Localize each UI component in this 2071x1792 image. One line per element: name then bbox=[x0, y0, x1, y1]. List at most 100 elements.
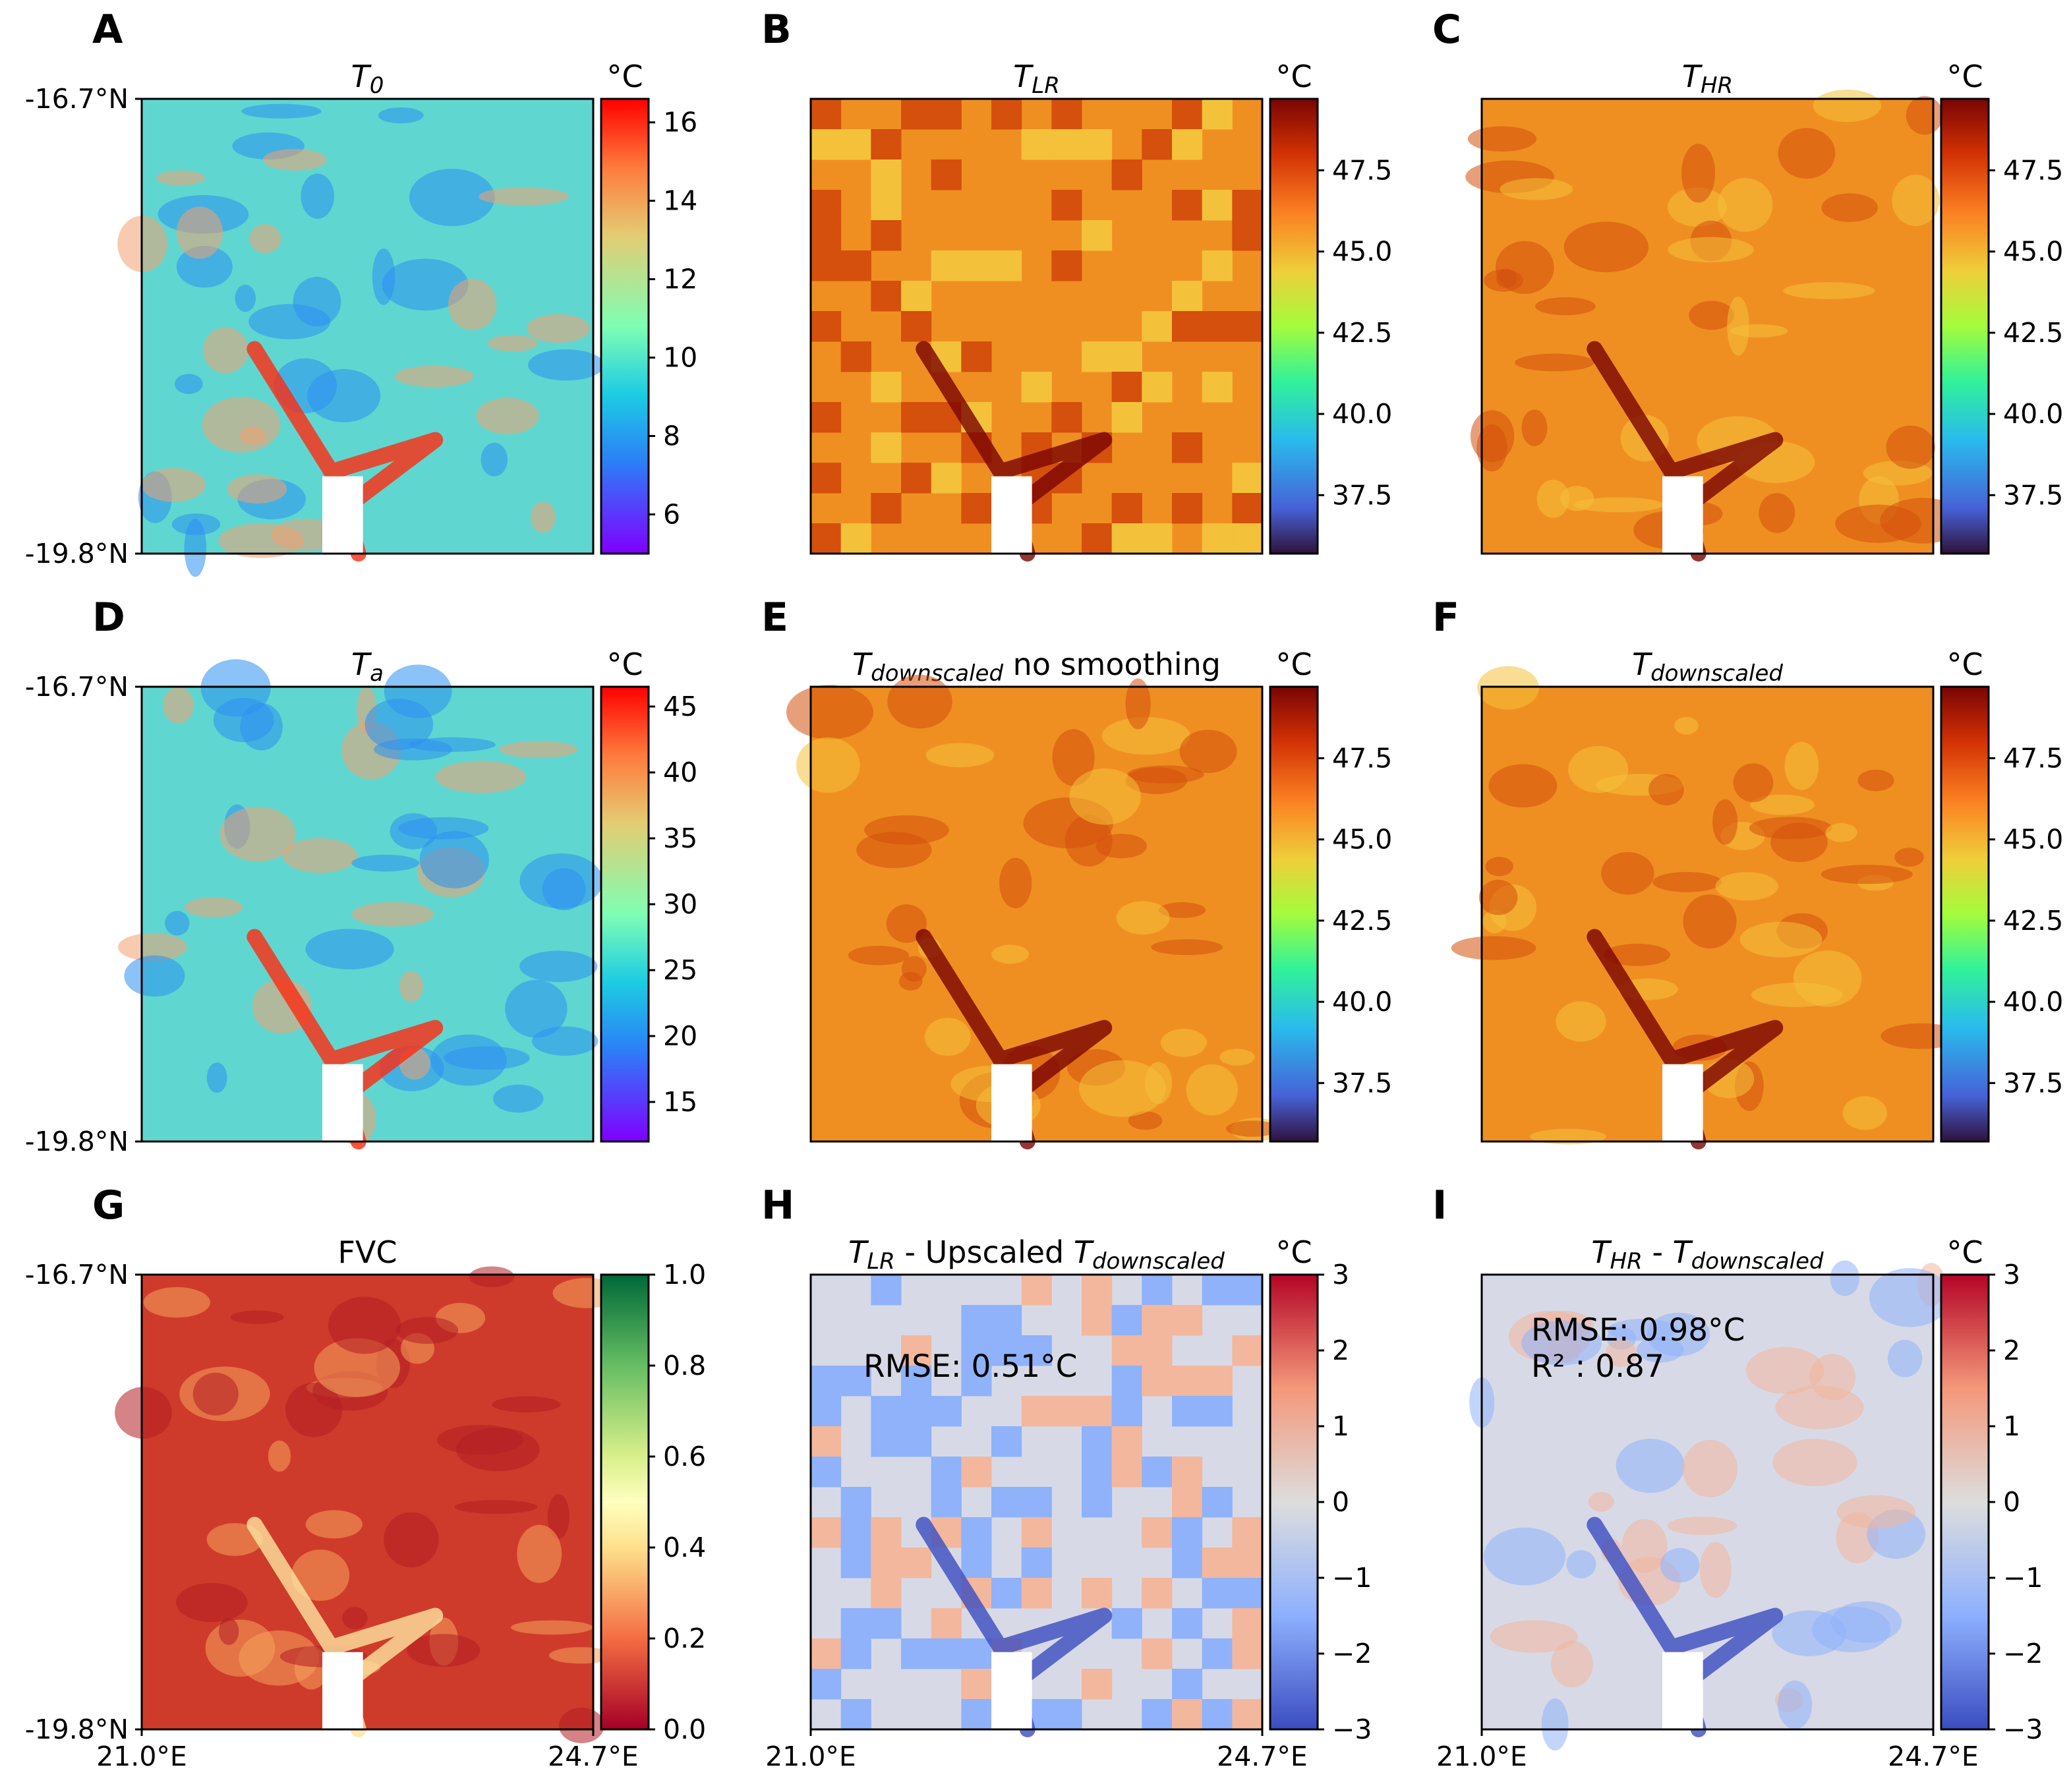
map-cell bbox=[871, 432, 902, 463]
map-cell bbox=[931, 99, 962, 130]
map-cell bbox=[1232, 220, 1263, 251]
map-blotch bbox=[991, 944, 1030, 964]
map-cell bbox=[1232, 1699, 1263, 1730]
title-subscript: LR bbox=[1032, 72, 1060, 99]
map-cell bbox=[1202, 1366, 1233, 1397]
map-blotch bbox=[1484, 1527, 1566, 1586]
map-cell bbox=[1111, 1366, 1142, 1397]
map-cell bbox=[991, 99, 1022, 130]
map-blotch bbox=[547, 1493, 569, 1540]
colorbar-tick-label: 37.5 bbox=[1332, 479, 1392, 511]
map-cell bbox=[1172, 1669, 1203, 1700]
title-main: FVC bbox=[337, 1234, 397, 1270]
map-cell bbox=[1111, 1335, 1142, 1366]
map-blotch bbox=[205, 1619, 276, 1677]
map-cell bbox=[840, 1638, 871, 1669]
map-blotch bbox=[174, 374, 203, 394]
colorbar-tick-label: 45.0 bbox=[1332, 236, 1392, 268]
map-frame bbox=[140, 685, 595, 1143]
map-blotch bbox=[1894, 848, 1924, 867]
map-cell bbox=[1142, 311, 1173, 342]
map-blotch bbox=[430, 1034, 507, 1086]
map-cell bbox=[1142, 1638, 1173, 1669]
map-cell bbox=[1232, 1547, 1263, 1578]
map-blotch bbox=[1151, 939, 1223, 956]
map-cell bbox=[1142, 1275, 1173, 1306]
map-blotch bbox=[1476, 424, 1507, 472]
map-blotch bbox=[124, 955, 185, 997]
y-tick-label: -16.7°N bbox=[25, 83, 129, 115]
title-subscript: HR bbox=[1701, 72, 1733, 99]
map-cell bbox=[1232, 463, 1263, 494]
map-cell bbox=[961, 1669, 992, 1700]
colorbar-tick-label: 42.5 bbox=[2003, 905, 2063, 937]
map-blotch bbox=[365, 699, 434, 751]
colorbar bbox=[1269, 1273, 1319, 1731]
title-subscript: LR bbox=[867, 1248, 895, 1275]
map-cell bbox=[811, 1366, 842, 1397]
colorbar-tick-label: 25 bbox=[663, 954, 697, 986]
map-cell bbox=[1051, 190, 1082, 221]
map-cell bbox=[1111, 402, 1142, 433]
colorbar-tick-label: 47.5 bbox=[2003, 154, 2063, 186]
map-cell bbox=[1142, 129, 1173, 160]
map-cell bbox=[811, 220, 842, 251]
map-cell bbox=[1172, 129, 1203, 160]
title-subscript: a bbox=[370, 660, 384, 687]
map-cell bbox=[1082, 129, 1113, 160]
map-cell bbox=[991, 1335, 1022, 1366]
map-cell bbox=[901, 402, 932, 433]
colorbar bbox=[600, 98, 650, 555]
map-blotch bbox=[219, 1617, 239, 1645]
map-cell bbox=[871, 1275, 902, 1306]
title-main: T bbox=[852, 647, 873, 682]
map-cell bbox=[1232, 1638, 1263, 1669]
map-blotch bbox=[1521, 409, 1548, 446]
map-cell bbox=[871, 1517, 902, 1548]
map-cell bbox=[811, 463, 842, 494]
map-cell bbox=[811, 402, 842, 433]
map-blotch bbox=[999, 857, 1032, 909]
map-blotch bbox=[378, 107, 424, 124]
map-blotch bbox=[1869, 1268, 1951, 1327]
map-blotch bbox=[1745, 1346, 1824, 1394]
panel-b: B TLR °C 47.5 45.0 42.5 40.0 37.5 bbox=[761, 7, 1392, 562]
colorbar-tick-label: 16 bbox=[663, 107, 697, 138]
map-cell bbox=[1202, 190, 1233, 221]
title-subscript: downscaled bbox=[1650, 660, 1783, 687]
map-blotch bbox=[249, 224, 281, 254]
map-cell bbox=[1172, 281, 1203, 312]
title-suffix: no smoothing bbox=[1003, 647, 1221, 682]
map-blotch bbox=[1127, 765, 1204, 784]
map-blotch bbox=[1821, 865, 1913, 884]
panel-label: A bbox=[92, 7, 123, 53]
map-cell bbox=[901, 1426, 932, 1457]
map-blotch bbox=[1515, 353, 1594, 372]
map-blotch bbox=[1892, 175, 1940, 227]
map-cell bbox=[811, 190, 842, 221]
map-cell bbox=[1111, 372, 1142, 403]
map-cell bbox=[1051, 1396, 1082, 1427]
map-blotch bbox=[1717, 178, 1773, 232]
panel-title: FVC bbox=[337, 1234, 397, 1270]
colorbar-tick-label: 10 bbox=[663, 342, 697, 374]
y-tick-label: -16.7°N bbox=[25, 1259, 129, 1290]
map-nodata bbox=[991, 1652, 1032, 1729]
y-tick-label: -19.8°N bbox=[25, 1714, 129, 1745]
title-subscript: HR bbox=[1610, 1248, 1643, 1275]
x-tick-label: 24.7°E bbox=[1888, 1741, 1979, 1772]
map-cell bbox=[901, 1547, 932, 1578]
map-cell bbox=[1172, 1366, 1203, 1397]
title-mid: - Upscaled bbox=[895, 1234, 1074, 1270]
map-blotch bbox=[1500, 178, 1573, 200]
map-blotch bbox=[395, 1317, 459, 1344]
map-blotch bbox=[351, 854, 420, 872]
map-blotch bbox=[230, 1310, 284, 1324]
panel-c: C THR °C 47.5 45.0 42.5 40.0 37.5 bbox=[1432, 7, 2063, 562]
x-tick-label: 21.0°E bbox=[96, 1741, 187, 1772]
colorbar-unit: °C bbox=[1275, 647, 1312, 682]
colorbar-tick-label: −1 bbox=[1332, 1562, 1372, 1594]
map-cell bbox=[1082, 1578, 1113, 1609]
map-blotch bbox=[176, 206, 223, 259]
map-blotch bbox=[248, 304, 331, 339]
